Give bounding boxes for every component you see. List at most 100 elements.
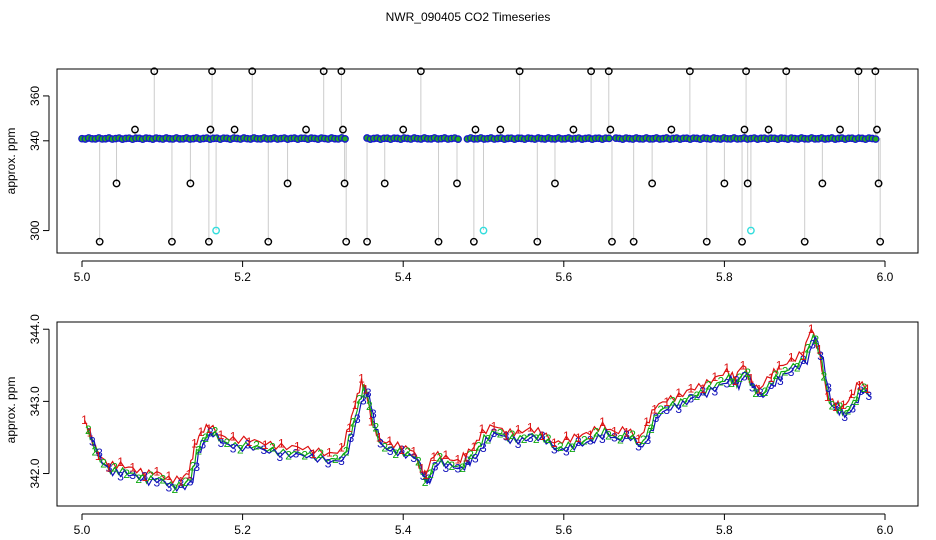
spike-point — [339, 125, 347, 134]
series-marker-2: 2 — [381, 441, 388, 455]
series-marker-2: 2 — [189, 460, 196, 474]
spike-point — [337, 67, 346, 76]
series-marker-1: 1 — [368, 414, 375, 428]
spike-point — [131, 125, 139, 134]
series-marker-2: 2 — [111, 461, 118, 475]
series-marker-1: 1 — [443, 448, 450, 462]
spike-point — [604, 67, 613, 76]
series-marker-1: 1 — [712, 370, 719, 384]
series-marker-2: 2 — [845, 403, 852, 417]
series-marker-2: 2 — [269, 441, 276, 455]
series-marker-3: 3 — [96, 446, 103, 460]
spike-point — [150, 67, 159, 76]
series-marker-1: 1 — [198, 425, 205, 439]
series-marker-1: 1 — [563, 429, 570, 443]
series-marker-3: 3 — [663, 403, 670, 417]
series-marker-1: 1 — [551, 436, 558, 450]
cyan-point — [746, 226, 755, 235]
series-marker-3: 3 — [398, 443, 405, 457]
series-marker-2: 2 — [422, 475, 429, 489]
series-marker-1: 1 — [515, 423, 522, 437]
series-marker-2: 2 — [366, 399, 373, 413]
spike-point — [264, 237, 273, 246]
spike-point — [416, 67, 425, 76]
top-x-tick-label: 5.0 — [74, 270, 91, 284]
series-marker-3: 3 — [338, 454, 345, 468]
series-marker-3: 3 — [825, 381, 832, 395]
series-marker-2: 2 — [593, 426, 600, 440]
spike-point — [206, 125, 215, 134]
series-marker-1: 1 — [788, 351, 795, 365]
spike-point — [873, 125, 881, 134]
series-marker-1: 1 — [362, 383, 369, 397]
series-marker-2: 2 — [705, 379, 712, 393]
top-x-tick-label: 5.6 — [555, 270, 572, 284]
series-marker-3: 3 — [515, 437, 522, 451]
bottom-y-tick-label: 344.0 — [28, 314, 42, 344]
series-marker-3: 3 — [741, 370, 748, 384]
series-marker-1: 1 — [848, 387, 855, 401]
series-marker-3: 3 — [623, 428, 630, 442]
series-marker-3: 3 — [129, 468, 136, 482]
series-marker-1: 1 — [699, 382, 706, 396]
top-y-tick-label: 360 — [28, 86, 42, 106]
spike-point — [871, 67, 880, 76]
series-marker-2: 2 — [195, 443, 202, 457]
spike-point — [876, 237, 885, 246]
series-marker-3: 3 — [244, 437, 251, 451]
series-marker-3: 3 — [199, 437, 206, 451]
series-marker-3: 3 — [503, 429, 510, 443]
series-marker-3: 3 — [347, 431, 354, 445]
series-marker-2: 2 — [762, 385, 769, 399]
spike-point — [533, 237, 542, 246]
series-marker-1: 1 — [105, 461, 112, 475]
series-marker-3: 3 — [370, 407, 377, 421]
series-marker-2: 2 — [569, 441, 576, 455]
series-marker-2: 2 — [557, 440, 564, 454]
series-marker-3: 3 — [325, 457, 332, 471]
series-marker-1: 1 — [856, 378, 863, 392]
series-marker-3: 3 — [777, 374, 784, 388]
top-spike-lines — [99, 71, 881, 242]
spike-point — [302, 125, 310, 134]
spike-point — [854, 67, 863, 76]
baseline-point — [605, 134, 613, 143]
spike-point — [453, 179, 461, 188]
spike-point — [112, 179, 121, 188]
series-marker-1: 1 — [623, 426, 630, 440]
series-marker-1: 1 — [527, 420, 534, 434]
series-marker-1: 1 — [687, 382, 694, 396]
series-marker-3: 3 — [809, 338, 816, 352]
series-marker-1: 1 — [539, 429, 546, 443]
series-marker-1: 1 — [117, 455, 124, 469]
series-marker-3: 3 — [141, 470, 148, 484]
series-marker-1: 1 — [310, 447, 317, 461]
series-marker-1: 1 — [398, 443, 405, 457]
series-marker-2: 2 — [728, 376, 735, 390]
series-line-2 — [85, 333, 870, 491]
series-marker-2: 2 — [202, 431, 209, 445]
series-marker-2: 2 — [317, 447, 324, 461]
spike-point — [742, 67, 750, 76]
series-marker-3: 3 — [218, 436, 225, 450]
series-marker-1: 1 — [732, 374, 739, 388]
spike-point — [800, 237, 809, 246]
series-marker-1: 1 — [675, 386, 682, 400]
series-marker-2: 2 — [467, 448, 474, 462]
series-marker-3: 3 — [443, 461, 450, 475]
series-marker-3: 3 — [587, 434, 594, 448]
series-marker-3: 3 — [425, 472, 432, 486]
spike-point — [551, 179, 559, 188]
series-marker-2: 2 — [362, 386, 369, 400]
series-marker-1: 1 — [575, 431, 582, 445]
series-marker-2: 2 — [805, 342, 812, 356]
spike-point — [340, 179, 349, 188]
bottom-x-tick-label: 5.6 — [555, 523, 572, 537]
series-marker-3: 3 — [749, 380, 756, 394]
series-marker-3: 3 — [539, 429, 546, 443]
series-marker-3: 3 — [645, 433, 652, 447]
top-y-tick-label: 340 — [28, 130, 42, 150]
series-marker-3: 3 — [455, 462, 462, 476]
series-marker-3: 3 — [551, 442, 558, 456]
